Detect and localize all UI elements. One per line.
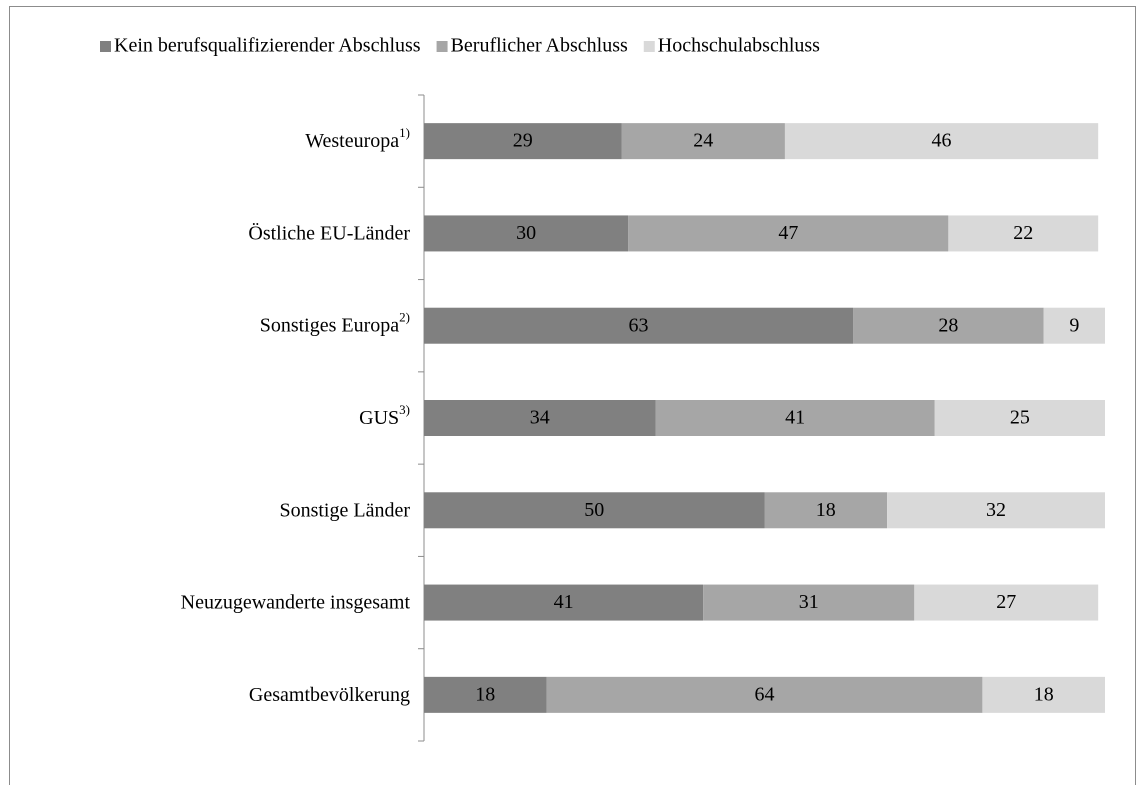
category-name: Westeuropa xyxy=(305,130,399,152)
bar-segment xyxy=(1043,307,1105,344)
category-label: Östliche EU-Länder xyxy=(248,221,410,244)
category-label: Sonstiges Europa2) xyxy=(260,310,410,337)
data-label: 31 xyxy=(799,591,819,613)
bar-segment xyxy=(628,215,949,252)
data-label: 22 xyxy=(1013,222,1033,244)
legend-label: Beruflicher Abschluss xyxy=(451,35,628,57)
data-label: 25 xyxy=(1010,407,1030,429)
bar-segment xyxy=(621,123,785,160)
bar-segment xyxy=(948,215,1099,252)
data-label: 46 xyxy=(932,130,952,152)
chart-frame xyxy=(9,6,1136,785)
bar-segment xyxy=(934,400,1105,436)
bar-segment xyxy=(887,492,1105,529)
bar-segment xyxy=(764,492,888,529)
data-label: 50 xyxy=(584,499,604,521)
data-label: 32 xyxy=(986,499,1006,521)
category-name: Sonstige Länder xyxy=(279,499,410,521)
data-label: 18 xyxy=(1034,683,1054,705)
bar-segment xyxy=(424,400,656,436)
legend-label: Hochschulabschluss xyxy=(658,35,820,57)
bar-segment xyxy=(982,676,1105,713)
category-label: GUS3) xyxy=(359,402,410,429)
bar-segment xyxy=(914,584,1099,621)
data-label: 34 xyxy=(530,407,550,429)
category-name: Sonstiges Europa xyxy=(260,314,400,336)
data-label: 63 xyxy=(629,314,649,336)
category-footnote: 3) xyxy=(399,402,410,417)
legend-label: Kein berufsqualifizierender Abschluss xyxy=(114,35,421,57)
bar-segment xyxy=(424,492,765,529)
category-name: Östliche EU-Länder xyxy=(248,221,410,244)
data-label: 27 xyxy=(996,591,1016,613)
bar-segment xyxy=(424,215,629,252)
data-label: 28 xyxy=(938,314,958,336)
data-label: 47 xyxy=(778,222,798,244)
legend-marker xyxy=(436,41,448,52)
data-label: 30 xyxy=(516,222,536,244)
bar-segment xyxy=(424,123,622,160)
category-name: Gesamtbevölkerung xyxy=(249,683,410,705)
category-label: Gesamtbevölkerung xyxy=(249,683,410,705)
data-label: 24 xyxy=(693,130,713,152)
bar-segment xyxy=(784,123,1099,160)
data-label: 41 xyxy=(785,407,805,429)
category-footnote: 1) xyxy=(399,125,410,140)
bar-segment xyxy=(703,584,915,621)
category-name: GUS xyxy=(359,407,399,429)
data-label: 18 xyxy=(475,683,495,705)
legend-marker xyxy=(100,41,111,52)
data-label: 9 xyxy=(1069,314,1079,336)
category-footnote: 2) xyxy=(399,310,410,325)
bar-segment xyxy=(546,676,983,713)
bar-segment xyxy=(424,307,854,344)
bar-segment xyxy=(424,676,547,713)
category-label: Neuzugewanderte insgesamt xyxy=(181,591,411,613)
data-label: 29 xyxy=(513,130,533,152)
bar-segment xyxy=(655,400,935,436)
category-label: Westeuropa1) xyxy=(305,125,410,152)
data-label: 18 xyxy=(816,499,836,521)
category-label: Sonstige Länder xyxy=(279,499,410,521)
category-name: Neuzugewanderte insgesamt xyxy=(181,591,411,613)
bar-segment xyxy=(853,307,1044,344)
bar-segment xyxy=(424,584,704,621)
legend-marker xyxy=(643,41,655,52)
data-label: 41 xyxy=(554,591,574,613)
data-label: 64 xyxy=(755,683,775,705)
